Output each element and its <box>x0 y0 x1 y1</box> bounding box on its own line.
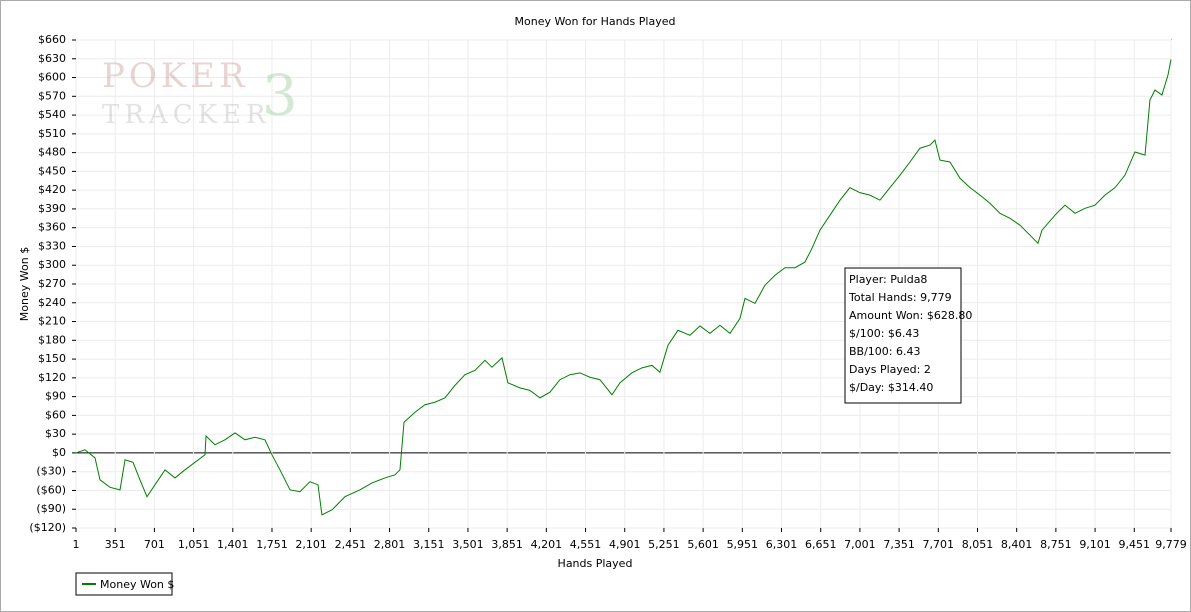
watermark-text: 3 <box>262 64 298 129</box>
y-tick-label: ($90) <box>36 502 66 515</box>
grid <box>75 39 1172 529</box>
x-tick-label: 9,101 <box>1079 538 1111 551</box>
x-tick-label: 2,101 <box>295 538 327 551</box>
x-tick-label: 7,001 <box>844 538 876 551</box>
legend-label: Money Won $ <box>100 578 174 591</box>
y-tick-label: ($60) <box>36 483 66 496</box>
y-tick-label: $240 <box>38 296 66 309</box>
x-tick-label: 7,701 <box>923 538 955 551</box>
x-tick-label: 1,051 <box>178 538 210 551</box>
x-tick-label: 8,401 <box>1001 538 1033 551</box>
y-tick-label: $660 <box>38 33 66 46</box>
y-tick-label: $90 <box>45 390 66 403</box>
x-tick-label: 5,251 <box>648 538 680 551</box>
y-tick-label: $180 <box>38 333 66 346</box>
y-tick-label: $570 <box>38 89 66 102</box>
x-tick-label: 7,351 <box>883 538 915 551</box>
x-tick-label: 9,451 <box>1119 538 1151 551</box>
y-tick-label: $390 <box>38 202 66 215</box>
y-tick-label: $450 <box>38 164 66 177</box>
x-tick-label: 1,401 <box>217 538 249 551</box>
y-tick-label: $300 <box>38 258 66 271</box>
x-tick-label: 5,951 <box>727 538 759 551</box>
x-tick-label: 1,751 <box>256 538 288 551</box>
x-tick-label: 9,779 <box>1155 538 1187 551</box>
x-tick-label: 4,901 <box>609 538 641 551</box>
info-text: Total Hands: 9,779 <box>848 291 952 304</box>
x-tick-label: 8,751 <box>1040 538 1072 551</box>
info-text: Days Played: 2 <box>849 363 931 376</box>
legend-box <box>75 572 173 596</box>
x-tick-label: 3,151 <box>413 538 445 551</box>
y-tick-label: $120 <box>38 371 66 384</box>
y-tick-label: ($120) <box>29 521 66 534</box>
info-box <box>844 267 962 404</box>
x-tick-label: 3,501 <box>452 538 484 551</box>
watermark: POKER TRACKER 3 <box>102 56 298 130</box>
x-tick-label: 4,201 <box>531 538 563 551</box>
y-tick-label: $480 <box>38 146 66 159</box>
info-text: Amount Won: $628.80 <box>849 309 972 322</box>
watermark-text: TRACKER <box>102 100 271 130</box>
watermark-text: POKER <box>102 56 249 96</box>
y-tick-label: $630 <box>38 52 66 65</box>
y-tick-label: $60 <box>45 408 66 421</box>
data-line <box>75 59 1172 516</box>
y-tick-label: $540 <box>38 108 66 121</box>
info-text: $/100: $6.43 <box>849 327 919 340</box>
chart-title: Money Won for Hands Played <box>515 15 676 28</box>
y-tick-label: $30 <box>45 427 66 440</box>
x-tick-label: 1 <box>73 538 80 551</box>
x-tick-label: 3,851 <box>491 538 523 551</box>
y-tick-label: $150 <box>38 352 66 365</box>
x-tick-label: 2,801 <box>374 538 406 551</box>
x-tick-label: 2,451 <box>335 538 367 551</box>
x-tick-label: 5,601 <box>687 538 719 551</box>
x-tick-label: 8,051 <box>962 538 994 551</box>
x-tick-label: 6,301 <box>766 538 798 551</box>
y-tick-label: $210 <box>38 315 66 328</box>
x-tick-label: 701 <box>144 538 165 551</box>
x-tick-label: 351 <box>105 538 126 551</box>
x-axis-label: Hands Played <box>558 557 633 570</box>
info-text: Player: Pulda8 <box>849 273 927 286</box>
x-tick-label: 4,551 <box>570 538 602 551</box>
y-tick-label: $420 <box>38 183 66 196</box>
y-tick-label: $600 <box>38 71 66 84</box>
x-tick-label: 6,651 <box>805 538 837 551</box>
y-tick-label: $270 <box>38 277 66 290</box>
y-tick-label: ($30) <box>36 465 66 478</box>
info-text: BB/100: 6.43 <box>849 345 921 358</box>
y-tick-label: $0 <box>52 446 66 459</box>
y-axis-label: Money Won $ <box>18 247 31 321</box>
y-tick-label: $360 <box>38 221 66 234</box>
info-text: $/Day: $314.40 <box>849 381 933 394</box>
y-tick-label: $510 <box>38 127 66 140</box>
y-tick-label: $330 <box>38 239 66 252</box>
